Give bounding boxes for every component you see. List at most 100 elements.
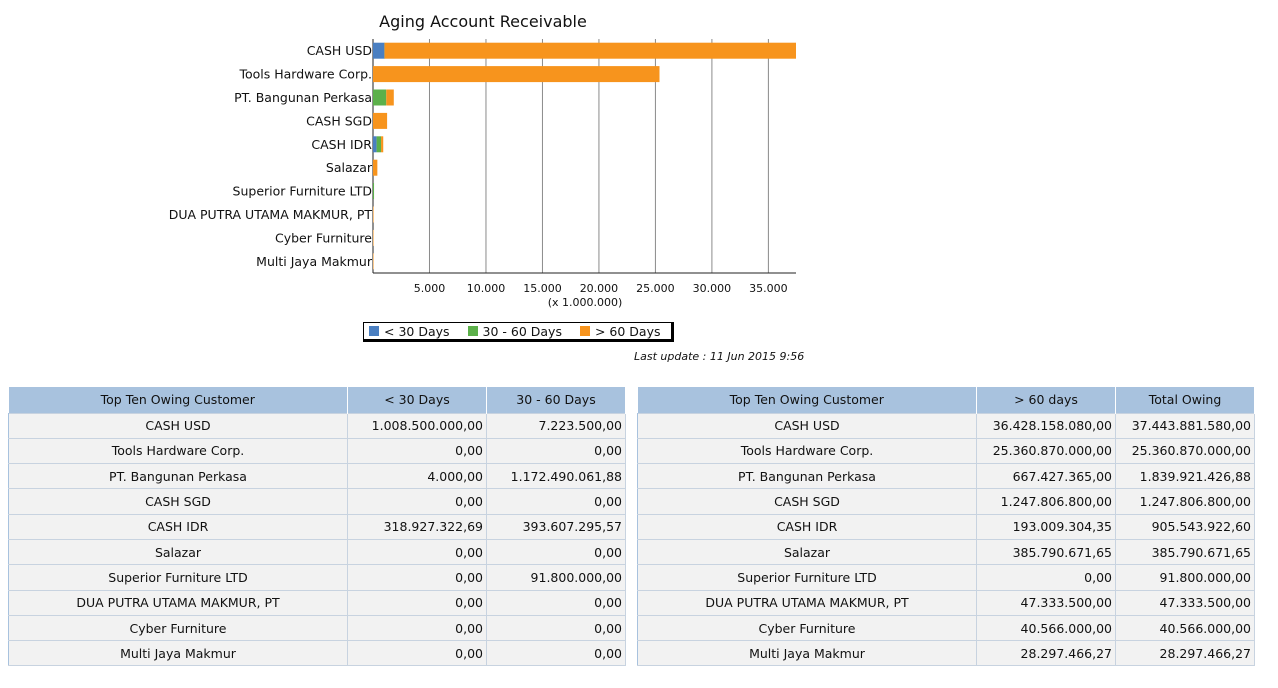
cell-amount: 1.247.806.800,00 [976,488,1116,515]
x-tick-label: 30.000 [693,282,732,295]
cell-amount: 0,00 [347,538,487,566]
cell-amount: 0,00 [347,614,487,642]
cell-amount: 318.927.322,69 [347,513,487,540]
cell-customer: CASH SGD [8,488,348,515]
cell-amount: 37.443.881.580,00 [1115,412,1255,439]
category-label: Superior Furniture LTD [233,184,372,199]
cell-amount: 0,00 [486,614,626,642]
header-over-60: > 60 days [976,387,1116,413]
bar-segment [373,229,374,246]
cell-customer: Cyber Furniture [637,614,977,642]
cell-customer: Salazar [637,538,977,566]
cell-amount: 0,00 [347,589,487,616]
table-row: CASH SGD 0,00 0,00 [8,488,626,515]
bar-segment [373,159,378,176]
legend-label-30-60: 30 - 60 Days [482,323,562,339]
table-row: PT. Bangunan Perkasa 667.427.365,00 1.839.… [637,463,1255,490]
cell-amount: 385.790.671,65 [976,538,1116,566]
table-body-right: CASH USD 36.428.158.080,00 37.443.881.580,… [637,412,1255,667]
cell-amount: 905.543.922,60 [1115,513,1255,540]
cell-amount: 91.800.000,00 [486,564,626,591]
aging-chart-svg: Aging Account Receivable 5.000 10.000 15.00… [169,12,796,309]
category-label: CASH SGD [306,113,372,128]
cell-amount: 0,00 [486,488,626,515]
category-label: Salazar [326,160,373,175]
cell-amount: 0,00 [347,437,487,465]
header-under-30: < 30 Days [347,387,487,413]
aging-chart: Aging Account Receivable 5.000 10.000 15.00… [169,12,796,309]
x-tick-label: 5.000 [414,282,446,295]
cell-customer: CASH SGD [637,488,977,515]
cell-amount: 0,00 [347,564,487,591]
cell-customer: PT. Bangunan Perkasa [8,463,348,490]
bar-segment [373,66,660,83]
cell-amount: 0,00 [347,488,487,515]
table-row: Multi Jaya Makmur 0,00 0,00 [8,640,626,667]
header-30-60: 30 - 60 Days [486,387,626,413]
cell-amount: 40.566.000,00 [1115,614,1255,642]
category-label: Cyber Furniture [275,230,372,245]
cell-customer: Multi Jaya Makmur [8,640,348,667]
table-row: CASH IDR 318.927.322,69 393.607.295,57 [8,513,626,540]
x-tick-label: 15.000 [523,282,562,295]
bar-segment [373,112,388,129]
x-tick-label: 35.000 [749,282,788,295]
cell-amount: 193.009.304,35 [976,513,1116,540]
bar-segment [373,183,375,200]
cell-amount: 0,00 [486,589,626,616]
category-label: Multi Jaya Makmur [256,254,373,269]
cell-amount: 47.333.500,00 [976,589,1116,616]
header-customer: Top Ten Owing Customer [637,387,977,413]
cell-amount: 1.172.490.061,88 [486,463,626,490]
table-row: DUA PUTRA UTAMA MAKMUR, PT 0,00 0,00 [8,589,626,616]
cell-customer: Multi Jaya Makmur [637,640,977,667]
cell-customer: Cyber Furniture [8,614,348,642]
table-row: CASH IDR 193.009.304,35 905.543.922,60 [637,513,1255,540]
cell-customer: Tools Hardware Corp. [637,437,977,465]
cell-amount: 0,00 [486,437,626,465]
chart-legend: < 30 Days 30 - 60 Days > 60 Days [363,322,674,342]
cell-customer: Salazar [8,538,348,566]
bar-segment [373,42,385,59]
cell-customer: DUA PUTRA UTAMA MAKMUR, PT [8,589,348,616]
table-header-row: Top Ten Owing Customer < 30 Days 30 - 60… [8,387,626,413]
header-customer: Top Ten Owing Customer [8,387,348,413]
table-row: PT. Bangunan Perkasa 4.000,00 1.172.490.06… [8,463,626,490]
table-row: Multi Jaya Makmur 28.297.466,27 28.297.466… [637,640,1255,667]
aging-table-left: Top Ten Owing Customer < 30 Days 30 - 60… [8,387,626,667]
cell-amount: 667.427.365,00 [976,463,1116,490]
bar-segment [373,89,387,106]
table-header-row: Top Ten Owing Customer > 60 days Total O… [637,387,1255,413]
legend-label-over-60: > 60 Days [594,323,661,339]
cell-amount: 28.297.466,27 [976,640,1116,667]
cell-amount: 4.000,00 [347,463,487,490]
cell-amount: 1.247.806.800,00 [1115,488,1255,515]
cell-amount: 25.360.870.000,00 [976,437,1116,465]
chart-title: Aging Account Receivable [379,12,587,31]
cell-amount: 25.360.870.000,00 [1115,437,1255,465]
table-row: Superior Furniture LTD 0,00 91.800.000,00 [8,564,626,591]
legend-item-over-60: > 60 Days [579,323,661,339]
bar-segment [376,136,382,153]
cell-amount: 1.008.500.000,00 [347,412,487,439]
aging-table-right: Top Ten Owing Customer > 60 days Total O… [637,387,1255,667]
table-row: Tools Hardware Corp. 0,00 0,00 [8,437,626,465]
cell-amount: 0,00 [486,538,626,566]
category-label: CASH IDR [311,137,372,152]
category-label: PT. Bangunan Perkasa [234,90,372,105]
legend-item-under-30: < 30 Days [369,324,450,339]
table-row: DUA PUTRA UTAMA MAKMUR, PT 47.333.500,00 4… [637,589,1255,616]
category-label: DUA PUTRA UTAMA MAKMUR, PT [169,207,373,222]
table-row: Salazar 385.790.671,65 385.790.671,65 [637,538,1255,566]
cell-customer: CASH IDR [637,513,977,540]
table-body-left: CASH USD 1.008.500.000,00 7.223.500,00 Tool… [8,412,626,667]
cell-customer: Superior Furniture LTD [637,564,977,591]
bar-segment [381,136,384,153]
x-tick-label: 25.000 [636,282,675,295]
cell-amount: 91.800.000,00 [1115,564,1255,591]
legend-swatch-under-30 [369,326,379,336]
legend-item-30-60: 30 - 60 Days [467,323,562,339]
cell-amount: 1.839.921.426,88 [1115,463,1255,490]
table-row: Cyber Furniture 0,00 0,00 [8,614,626,642]
cell-amount: 36.428.158.080,00 [976,412,1116,439]
